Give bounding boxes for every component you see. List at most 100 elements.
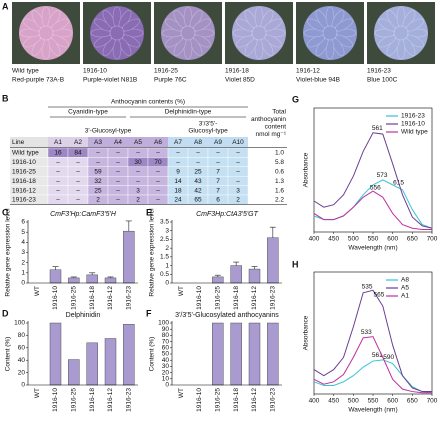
table-value: –: [76, 197, 80, 204]
table-value: 1916-23: [12, 197, 36, 204]
table-value: –: [196, 159, 200, 166]
chart-title: 3'/3'5'-Glucosylated anthocyanins: [175, 312, 279, 319]
column-header: A10: [232, 139, 244, 146]
table-value: –: [56, 178, 60, 185]
x-tick-label: 650: [407, 398, 418, 405]
header-cell: [188, 137, 208, 147]
table-value: 2: [136, 197, 140, 204]
table-value: –: [156, 169, 160, 176]
header-cell: [228, 137, 248, 147]
header-cell: [88, 137, 108, 147]
table-value: 1916-25: [12, 169, 36, 176]
x-tick-label: 650: [407, 236, 418, 243]
x-tick-label: 1916-18: [89, 388, 96, 412]
column-header: A9: [214, 139, 222, 146]
table-value: 1.0: [275, 150, 284, 157]
y-tick-label: 4: [21, 239, 25, 246]
table-value: 1916-10: [12, 159, 36, 166]
y-tick-label: 1: [21, 270, 25, 277]
bar: [104, 338, 117, 386]
header-cell: [68, 137, 88, 147]
photo-color: Violet-blue 94B: [296, 77, 340, 84]
table-value: 7: [216, 169, 220, 176]
table-value: –: [176, 159, 180, 166]
axes: [27, 220, 138, 284]
panel-letter: E: [146, 207, 152, 217]
axes: [171, 321, 282, 386]
table-value: –: [76, 169, 80, 176]
x-tick-label: WT: [34, 388, 41, 398]
table-value: –: [116, 150, 120, 157]
table-value: –: [116, 178, 120, 185]
total-header: Total: [272, 109, 286, 116]
spectrum-line: [313, 190, 432, 231]
y-tick-label: 6: [21, 219, 25, 226]
peak-label: 573: [377, 172, 388, 179]
error-bar: [70, 276, 77, 278]
error-bar: [269, 226, 276, 238]
table-value: –: [156, 178, 160, 185]
x-tick-label: 550: [368, 398, 379, 405]
table-value: 1916-18: [12, 178, 36, 185]
y-tick-label: 90: [162, 326, 170, 333]
table-value: 18: [174, 187, 182, 194]
header-cell: [10, 137, 48, 147]
table-value: –: [236, 169, 240, 176]
y-tick-label: 2: [165, 245, 169, 252]
column-header: A5: [134, 139, 142, 146]
y-tick-label: 100: [158, 320, 169, 327]
y-tick-label: 80: [18, 332, 26, 339]
panel-letter: G: [292, 94, 299, 104]
x-tick-label: 700: [427, 398, 438, 405]
x-tick-label: 1916-18: [233, 388, 240, 412]
y-tick-label: 30: [162, 363, 170, 370]
chart-title: Delphinidin: [66, 312, 101, 319]
table-value: –: [176, 150, 180, 157]
x-tick-label: 700: [427, 236, 438, 243]
bar: [104, 277, 117, 284]
flower-center: [109, 25, 125, 41]
bar: [248, 268, 261, 284]
table-value: –: [136, 150, 140, 157]
y-tick-label: 3.5: [160, 219, 169, 226]
y-tick-label: 3: [21, 249, 25, 256]
group-header: Cyanidin-type: [68, 109, 108, 116]
column-header: A6: [154, 139, 162, 146]
table-value: –: [76, 159, 80, 166]
table-value: –: [116, 197, 120, 204]
table-value: –: [216, 150, 220, 157]
table-value: 30: [134, 159, 142, 166]
table-value: –: [216, 159, 220, 166]
table-value: 7: [216, 178, 220, 185]
y-tick-label: 20: [162, 369, 170, 376]
y-tick-label: 1: [165, 262, 169, 269]
table-value: 1.3: [275, 178, 284, 185]
x-tick-label: 500: [348, 236, 359, 243]
total-header: nmol mg⁻¹: [255, 131, 286, 138]
header-cell: [128, 137, 148, 147]
legend-label: 1916-23: [401, 113, 425, 120]
flower-center: [180, 25, 196, 41]
x-tick-label: 1916-25: [71, 388, 78, 412]
table-value: –: [116, 159, 120, 166]
y-axis-label: Content (%): [149, 337, 156, 372]
x-tick-label: 450: [328, 398, 339, 405]
bar: [49, 269, 62, 284]
table-value: –: [236, 159, 240, 166]
bar: [86, 342, 98, 386]
error-bar: [52, 266, 59, 270]
x-tick-label: WT: [34, 286, 41, 296]
flower-center: [322, 25, 338, 41]
legend-label: A5: [401, 285, 409, 292]
bar: [212, 322, 224, 386]
table-value: –: [56, 159, 60, 166]
table-value: –: [76, 178, 80, 185]
error-bar: [251, 266, 258, 270]
y-tick-label: 60: [162, 345, 170, 352]
x-tick-label: 1916-10: [196, 388, 203, 412]
peak-label: 561: [372, 125, 383, 132]
x-tick-label: 1916-12: [251, 388, 258, 412]
table-value: 65: [194, 197, 202, 204]
table-value: –: [196, 150, 200, 157]
y-tick-label: 0.5: [160, 271, 169, 278]
